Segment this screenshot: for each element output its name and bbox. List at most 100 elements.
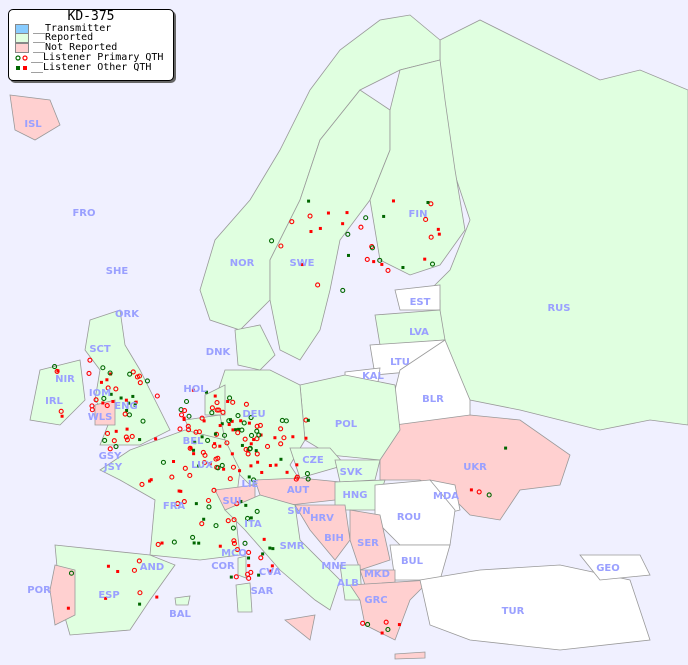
country-label-cor: COR [211,561,235,572]
listener-primary-marker [278,441,284,447]
listener-primary-marker [364,256,370,262]
listener-other-marker [194,502,198,506]
listener-other-marker [279,457,283,461]
legend-label: __Not Reported [33,42,118,54]
country-irl [29,359,86,426]
listener-other-marker [125,409,129,413]
listener-other-marker [149,478,153,482]
listener-other-marker [247,556,251,560]
country-label-isl: ISL [24,119,42,130]
listener-other-marker [193,441,197,445]
country-label-pol: POL [335,419,358,430]
listener-primary-marker [107,370,113,376]
listener-primary-marker [177,426,183,432]
listener-primary-marker [231,538,237,544]
listener-other-marker [345,211,349,215]
country-pol [299,374,401,461]
listener-primary-marker [230,525,236,531]
listener-primary-marker [187,472,193,479]
listener-primary-marker [124,437,130,443]
listener-primary-marker [104,402,110,409]
country-label-nir: NIR [55,374,75,385]
country-label-smr: SMR [280,541,305,552]
listener-primary-marker [122,411,128,417]
listener-other-marker [270,564,274,568]
listener-other-marker [192,541,196,545]
listener-other-marker [208,462,212,466]
listener-primary-marker [178,412,185,418]
listener-primary-marker [245,451,251,457]
listener-primary-marker [235,430,241,436]
country-label-por: POR [27,585,51,596]
listener-other-marker [423,257,427,261]
listener-primary-marker [358,224,364,230]
listener-primary-marker [101,395,107,402]
listener-primary-marker [244,515,251,521]
listener-primary-marker [211,443,217,449]
listener-primary-marker [289,219,295,225]
listener-other-marker [239,499,243,503]
listener-other-marker [372,260,376,264]
country-label-blr: BLR [422,394,444,405]
country-label-mkd: MKD [364,569,390,580]
country-label-esp: ESP [98,590,119,601]
circle-marker-icon [15,55,29,61]
country-label-alb: ALB [337,578,359,589]
listener-primary-marker [256,432,262,438]
listener-primary-marker [209,405,215,411]
listener-other-marker [436,227,440,231]
country-label-sct: SCT [89,344,111,355]
listener-other-marker [262,537,266,541]
country-isl [9,94,61,141]
listener-primary-marker [365,621,371,628]
country-label-ser: SER [357,538,379,549]
legend-label: __Listener Other QTH [31,61,152,73]
listener-other-marker [380,262,384,266]
listener-primary-marker [248,432,255,439]
country-label-deu: DEU [242,409,265,420]
listener-primary-marker [214,399,220,406]
listener-primary-marker [154,393,160,399]
listener-other-marker [437,232,441,236]
country-label-ltu: LTU [390,357,410,368]
listener-primary-marker [428,234,434,240]
listener-other-marker [268,464,272,468]
listener-other-marker [234,428,238,432]
island-bal [174,595,191,606]
listener-primary-marker [58,408,64,414]
listener-primary-marker [269,238,275,244]
legend-item-reported: __Reported [9,33,173,44]
listener-primary-marker [258,555,264,561]
listener-other-marker [101,401,105,405]
listener-other-marker [213,394,217,398]
country-label-cze: CZE [302,455,324,466]
listener-primary-marker [283,418,289,424]
country-label-gsy: GSY [99,451,122,462]
listener-primary-marker [113,443,119,450]
listener-primary-marker [213,523,219,529]
listener-primary-marker [239,427,245,433]
listener-primary-marker [305,476,311,482]
listener-primary-marker [52,364,58,370]
listener-other-marker [256,460,260,464]
legend: KD-375 __Transmitter __Reported __Not Re… [8,9,174,81]
listener-other-marker [254,449,258,453]
listener-primary-marker [185,423,191,429]
listener-other-marker [125,427,129,431]
listener-primary-marker [155,541,161,548]
listener-primary-marker [211,487,217,493]
listener-other-marker [238,469,242,473]
listener-primary-marker [383,619,389,625]
country-label-dnk: DNK [206,347,232,358]
listener-primary-marker [171,539,177,545]
country-label-cva: CVA [259,567,281,578]
listener-primary-marker [160,459,166,465]
legend-label: __Transmitter [33,22,112,34]
listener-primary-marker [139,481,145,487]
listener-other-marker [228,418,232,422]
listener-other-marker [274,463,278,467]
listener-primary-marker [278,426,284,432]
transmitter-swatch [15,23,29,34]
listener-other-marker [213,432,217,436]
listener-other-marker [230,452,234,456]
